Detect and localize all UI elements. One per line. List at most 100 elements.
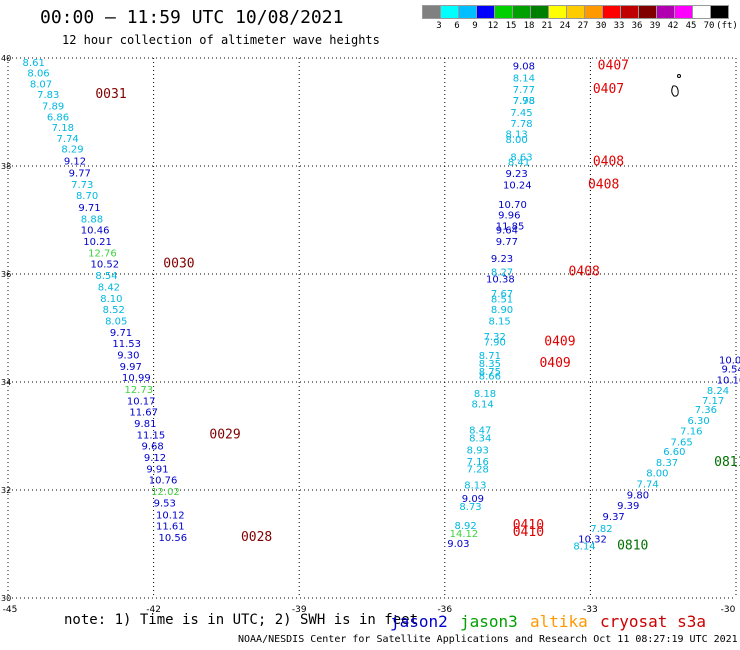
wave-height-value: 8.13: [505, 130, 527, 141]
scale-label: 3: [436, 21, 442, 31]
pass-time-label: 0811: [714, 455, 740, 470]
wave-height-value: 8.35: [479, 359, 501, 370]
wave-height-value: 9.64: [496, 226, 518, 237]
wave-height-value: 9.30: [117, 350, 139, 361]
pass-time-label: 0029: [209, 427, 240, 442]
pass-time-label: 0028: [241, 530, 272, 545]
wave-height-value: 10.24: [503, 180, 532, 191]
pass-time-label: 0407: [598, 59, 629, 74]
wave-height-value: 8.29: [61, 145, 83, 156]
scale-label: 18: [523, 21, 535, 31]
wave-height-value: 10.46: [81, 226, 110, 237]
wave-height-value: 7.78: [510, 119, 532, 130]
wave-height-value: 8.54: [95, 271, 117, 282]
wave-height-value: 8.34: [469, 434, 491, 445]
wave-height-value: 10.12: [156, 510, 185, 521]
wave-height-value: 9.71: [78, 203, 100, 214]
scale-label: 30: [595, 21, 607, 31]
wave-height-value: 9.09: [462, 494, 484, 505]
wave-height-value: 11.67: [129, 408, 158, 419]
pass-time-label: 0408: [569, 264, 600, 279]
wave-height-value: 10.56: [158, 533, 187, 544]
wave-height-value: 7.67: [491, 289, 513, 300]
wave-height-value: 7.28: [467, 464, 489, 475]
pass-time-label: 0408: [593, 155, 624, 170]
wave-height-value: 8.14: [573, 542, 595, 553]
longitude-tick-label: -45: [3, 605, 18, 612]
wave-height-value: 8.70: [76, 191, 98, 202]
map-grid: [7, 57, 737, 599]
wave-height-value: 8.00: [646, 469, 668, 480]
scale-label: 39: [649, 21, 661, 31]
wave-height-value: 7.83: [37, 90, 59, 101]
latitude-tick-label: 36: [1, 270, 11, 279]
wave-height-value: 11.85: [496, 221, 525, 232]
pass-time-label: 0810: [617, 539, 648, 554]
wave-height-value: 9.96: [498, 211, 520, 222]
wave-height-value: 7.74: [637, 480, 659, 491]
wave-height-value: 8.13: [464, 481, 486, 492]
wave-height-value: 8.47: [469, 426, 491, 437]
latitude-tick-label: 38: [1, 162, 11, 171]
wave-height-value: 14.12: [450, 529, 479, 540]
wave-height-value: 10.99: [122, 373, 151, 384]
pass-time-label: 0410: [513, 518, 544, 533]
wave-height-value: 8.51: [491, 294, 513, 305]
wave-height-value: 7.89: [42, 102, 64, 113]
wave-height-value: 9.03: [447, 539, 469, 550]
wave-height-value: 8.00: [505, 135, 527, 146]
wave-height-value: 7.18: [52, 123, 74, 134]
wave-height-value: 7.77: [513, 85, 535, 96]
wave-height-value: 8.90: [491, 305, 513, 316]
island-outline: [671, 74, 681, 97]
wave-height-value: 8.61: [23, 58, 45, 69]
wave-height-value: 9.12: [64, 157, 86, 168]
wave-height-value: 8.41: [508, 158, 530, 169]
wave-height-value: 7.73: [71, 180, 93, 191]
wave-height-value: 9.53: [154, 498, 176, 509]
legend-jason2: jason2: [390, 612, 448, 631]
wave-height-value: 10.01: [719, 355, 740, 366]
wave-height-value: 12.02: [151, 487, 180, 498]
wave-height-value: 6.30: [687, 416, 709, 427]
wave-height-value: 9.71: [110, 328, 132, 339]
axis-tick-labels: -45 -42 -39 -36 -33 -30 40 38 36 34 32 30: [1, 54, 736, 612]
wave-height-value: 10.17: [127, 396, 156, 407]
longitude-tick-label: -33: [583, 605, 598, 612]
map-subtitle: 12 hour collection of altimeter wave hei…: [62, 33, 380, 47]
island-dot: [677, 74, 681, 78]
wave-height-value: 8.42: [98, 282, 120, 293]
wave-height-value: 8.06: [27, 69, 49, 80]
wave-height-value: 9.80: [627, 490, 649, 501]
pass-time-label: 0409: [539, 356, 570, 371]
wave-height-value: 8.63: [510, 152, 532, 163]
wave-height-value: 7.82: [590, 524, 612, 535]
latitude-tick-label: 30: [1, 594, 11, 603]
wave-height-value: 9.91: [146, 464, 168, 475]
longitude-tick-label: -36: [437, 605, 452, 612]
wave-height-value: 7.65: [670, 437, 692, 448]
pass-time-label: 0409: [544, 335, 575, 350]
legend-altika: altika: [530, 612, 588, 631]
scale-label: 36: [631, 21, 643, 31]
latitude-tick-label: 32: [1, 486, 11, 495]
wave-height-value: 9.37: [603, 512, 625, 523]
wave-height-color-scale: [422, 5, 729, 19]
wave-height-value: 7.74: [57, 134, 79, 145]
scale-label: 42: [667, 21, 679, 31]
wave-height-value: 6.60: [663, 447, 685, 458]
wave-height-value: 6.86: [47, 112, 69, 123]
wave-height-value: 9.23: [491, 254, 513, 265]
wave-height-value: 8.24: [707, 386, 729, 397]
wave-height-value: 8.18: [474, 389, 496, 400]
wave-height-value: 11.15: [137, 430, 166, 441]
wave-height-value: 11.61: [156, 522, 185, 533]
legend-jason3: jason3: [460, 612, 518, 631]
pass-time-label: 0031: [95, 87, 126, 102]
wave-height-value: 8.73: [459, 502, 481, 513]
wave-height-value: 9.12: [144, 453, 166, 464]
wave-height-value: 9.54: [721, 365, 740, 376]
wave-height-value: 8.27: [491, 267, 513, 278]
wave-height-value: 8.14: [471, 400, 493, 411]
wave-height-value: 9.68: [141, 442, 163, 453]
